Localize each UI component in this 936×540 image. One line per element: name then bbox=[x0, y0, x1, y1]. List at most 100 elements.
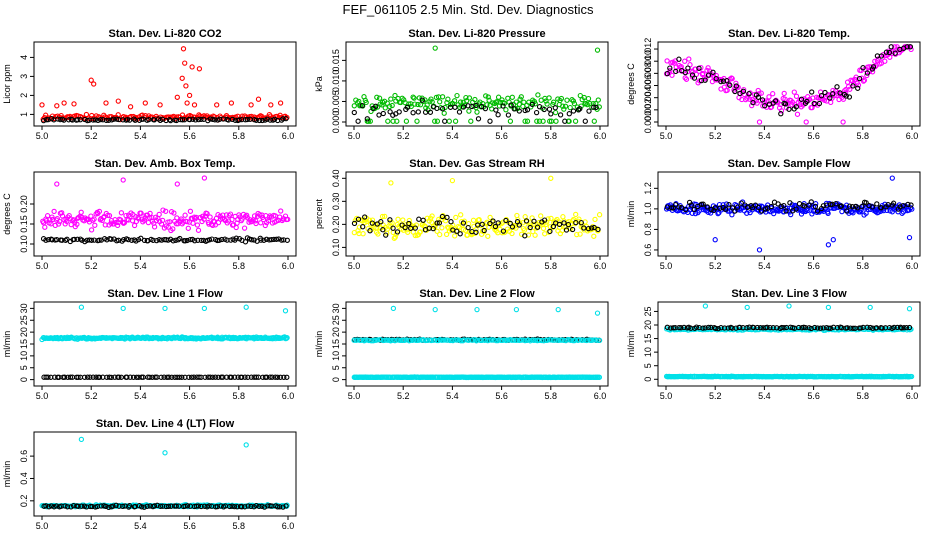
chart-line3: Stan. Dev. Line 3 Flow ml/min 5.0 5.2 5.4 5.6… bbox=[626, 288, 921, 401]
data-point bbox=[434, 220, 440, 226]
data-point bbox=[511, 106, 517, 112]
data-point bbox=[174, 181, 180, 187]
y-tick-label: 15 bbox=[19, 339, 29, 349]
data-point bbox=[89, 503, 95, 510]
data-point bbox=[207, 214, 213, 220]
data-point bbox=[147, 210, 153, 217]
data-point bbox=[460, 104, 467, 110]
y-tick-label: 0.15 bbox=[19, 215, 29, 233]
x-tick-label: 5.0 bbox=[348, 261, 361, 271]
series-primary bbox=[663, 303, 915, 380]
data-point bbox=[509, 94, 515, 100]
data-point bbox=[577, 231, 583, 237]
data-point bbox=[248, 102, 254, 108]
data-point bbox=[757, 209, 764, 215]
data-point bbox=[758, 208, 765, 214]
data-point bbox=[439, 106, 446, 112]
data-point bbox=[424, 102, 430, 108]
data-point bbox=[547, 228, 553, 235]
y-tick-label: 0 bbox=[331, 377, 341, 382]
data-point bbox=[179, 75, 185, 81]
data-point bbox=[664, 324, 670, 330]
data-point bbox=[573, 219, 579, 226]
data-point bbox=[562, 103, 569, 109]
data-point bbox=[755, 94, 762, 100]
data-point bbox=[750, 99, 756, 106]
y-axis-label: degrees C bbox=[626, 63, 636, 105]
data-point bbox=[548, 175, 554, 181]
data-point bbox=[392, 337, 398, 344]
data-point bbox=[494, 98, 500, 105]
data-point bbox=[388, 180, 394, 186]
data-point bbox=[193, 503, 200, 509]
data-point bbox=[259, 117, 265, 124]
data-point bbox=[504, 337, 510, 343]
data-point bbox=[239, 216, 245, 222]
y-tick-label: 0.20 bbox=[331, 216, 341, 234]
data-point bbox=[532, 101, 538, 107]
data-point bbox=[685, 68, 691, 75]
data-point bbox=[285, 216, 291, 223]
series-primary bbox=[39, 304, 290, 343]
data-point bbox=[557, 112, 564, 118]
x-tick-label: 5.6 bbox=[495, 131, 508, 141]
data-point bbox=[454, 92, 460, 99]
data-point bbox=[214, 102, 220, 108]
data-point bbox=[116, 374, 122, 380]
data-point bbox=[242, 374, 248, 380]
data-point bbox=[427, 109, 434, 115]
plot-frame bbox=[33, 431, 297, 517]
data-point bbox=[681, 324, 687, 331]
y-tick-label: 0.004 bbox=[643, 86, 653, 109]
data-point bbox=[280, 116, 286, 122]
data-point bbox=[520, 103, 526, 110]
chart-title: Stan. Dev. Gas Stream RH bbox=[409, 158, 545, 170]
data-point bbox=[543, 98, 549, 104]
data-point bbox=[483, 93, 489, 99]
chart-title: Stan. Dev. Line 4 (LT) Flow bbox=[96, 418, 235, 430]
data-point bbox=[88, 213, 94, 219]
data-point bbox=[124, 374, 130, 380]
data-point bbox=[384, 337, 391, 343]
y-tick-label: 0.4 bbox=[19, 472, 29, 485]
data-point bbox=[263, 236, 270, 242]
data-point bbox=[138, 210, 144, 216]
data-point bbox=[576, 337, 582, 343]
x-tick-label: 6.0 bbox=[282, 391, 295, 401]
data-point bbox=[783, 208, 789, 214]
y-tick-label: 0.010 bbox=[643, 50, 653, 73]
data-point bbox=[147, 374, 153, 380]
x-tick-label: 5.0 bbox=[660, 131, 673, 141]
data-point bbox=[484, 219, 490, 225]
data-point bbox=[535, 92, 541, 98]
data-point bbox=[729, 75, 735, 82]
y-tick-label: 0.015 bbox=[331, 49, 341, 72]
data-point bbox=[206, 237, 213, 243]
data-point bbox=[188, 374, 195, 380]
data-point bbox=[534, 224, 541, 230]
data-point bbox=[899, 210, 905, 216]
data-point bbox=[174, 94, 180, 100]
data-point bbox=[503, 217, 509, 224]
data-point bbox=[798, 211, 805, 217]
data-point bbox=[768, 203, 775, 210]
data-point bbox=[458, 212, 464, 218]
x-tick-label: 5.2 bbox=[85, 521, 98, 531]
data-point bbox=[844, 325, 850, 331]
x-tick-label: 5.6 bbox=[183, 131, 196, 141]
data-point bbox=[186, 92, 193, 99]
data-point bbox=[228, 374, 235, 380]
data-point bbox=[219, 236, 225, 243]
data-point bbox=[886, 49, 893, 56]
data-point bbox=[781, 202, 787, 209]
data-point bbox=[695, 203, 701, 210]
series-secondary bbox=[664, 324, 913, 332]
data-point bbox=[548, 215, 554, 222]
chart-title: Stan. Dev. Line 2 Flow bbox=[419, 288, 535, 300]
data-point bbox=[367, 228, 373, 234]
data-point bbox=[751, 324, 757, 331]
data-point bbox=[558, 95, 565, 102]
chart-title: Stan. Dev. Line 3 Flow bbox=[731, 288, 847, 300]
data-point bbox=[856, 75, 863, 82]
data-point bbox=[891, 324, 897, 331]
